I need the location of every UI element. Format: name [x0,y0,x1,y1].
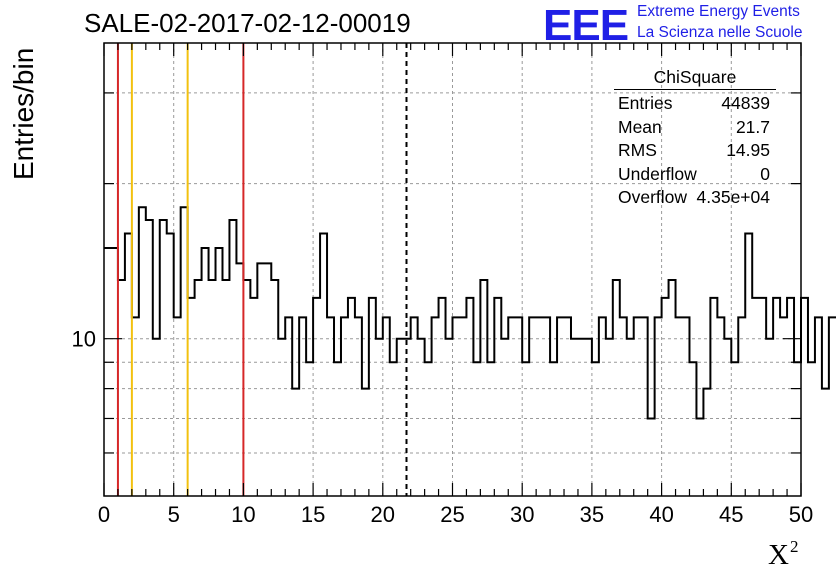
stats-key: RMS [618,140,657,160]
stats-value: 21.7 [735,116,770,137]
chart-title: SALE-02-2017-02-12-00019 [84,8,411,38]
stats-title: ChiSquare [614,67,776,90]
x-tick-label: 50 [789,502,813,527]
x-axis-label-base: X [768,539,789,571]
stats-row-rms: RMS 14.95 [614,140,776,164]
stats-row-overflow: Overflow 4.35e+04 [614,187,776,211]
logo-line-2: La Scienza nelle Scuole [637,24,803,41]
eee-logo: EEE [543,1,629,50]
x-tick-label: 40 [649,502,673,527]
y-tick-label: 10 [72,327,96,352]
x-tick-label: 15 [301,502,325,527]
stats-key: Underflow [618,163,697,184]
x-tick-label: 25 [440,502,464,527]
x-axis-label-superscript: 2 [789,537,799,556]
histogram [104,206,836,420]
x-tick-label: 10 [231,502,255,527]
axis-tick-labels: 0 5 10 15 20 25 30 35 40 45 50 10 [72,327,814,527]
x-tick-label: 5 [168,502,180,527]
stats-key: Mean [618,116,662,137]
reference-lines [116,43,408,496]
logo-line-1: Extreme Energy Events [637,3,800,20]
x-tick-label: 0 [98,502,110,527]
x-tick-label: 20 [371,502,395,527]
stats-row-mean: Mean 21.7 [614,117,776,141]
stats-value: 14.95 [726,140,770,160]
stats-value: 4.35e+04 [696,187,770,207]
y-axis-label: Entries/bin [8,47,39,180]
x-axis-label: X2 [768,537,798,572]
x-tick-label: 35 [580,502,604,527]
stats-value: 0 [760,163,770,184]
stats-key: Entries [618,93,673,113]
x-tick-label: 30 [510,502,534,527]
histogram-outline [104,206,836,420]
stats-box: ChiSquare Entries 44839 Mean 21.7 RMS 14… [614,67,776,211]
stats-row-entries: Entries 44839 [614,93,776,117]
x-tick-label: 45 [719,502,743,527]
axis-ticks [103,43,802,496]
stats-value: 44839 [721,93,770,113]
stats-row-underflow: Underflow 0 [614,164,776,188]
stats-key: Overflow [618,187,688,207]
